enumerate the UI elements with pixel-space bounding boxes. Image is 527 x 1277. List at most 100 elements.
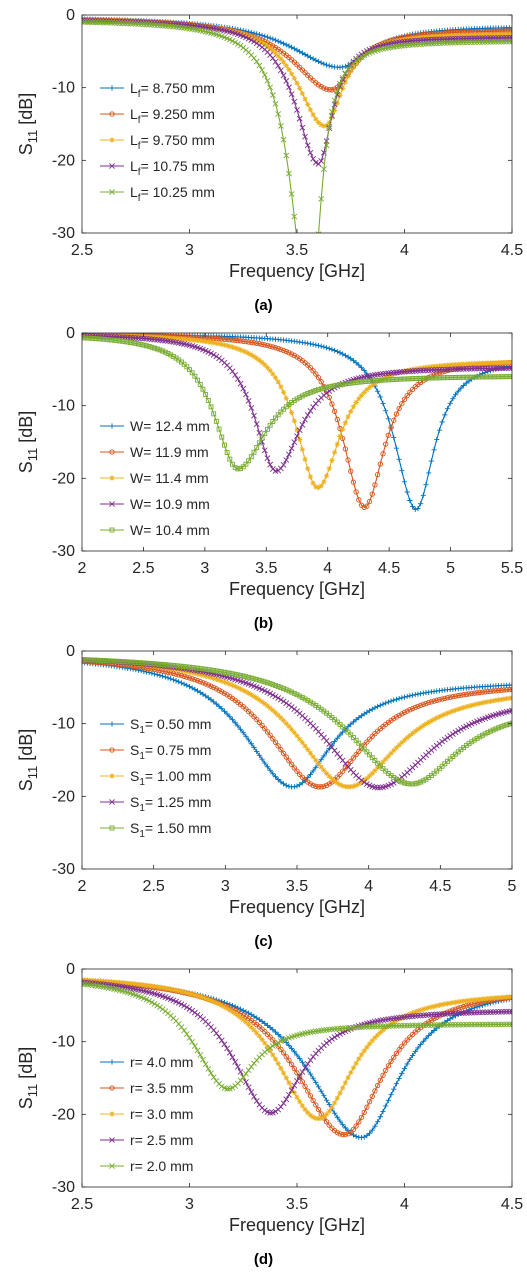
x-axis-label: Frequency [GHz]	[229, 261, 365, 281]
series-markers	[82, 335, 512, 472]
legend-swatch-marker	[109, 1163, 115, 1169]
caption-b: (b)	[253, 615, 274, 632]
x-tick-label: 2.5	[143, 878, 165, 895]
legend: r= 4.0 mm r= 3.5 mm r= 3.0 mm r= 2.5 mm r= 2…	[100, 1054, 193, 1174]
legend-item: S1= 0.50 mm	[100, 716, 211, 736]
series-group	[82, 333, 512, 512]
x-tick-label: 4.5	[378, 560, 400, 577]
legend-swatch-marker	[109, 189, 115, 195]
axes-box	[81, 650, 513, 870]
legend-item: Lf= 9.750 mm	[100, 132, 215, 152]
legend-item: W= 10.9 mm	[100, 496, 210, 512]
chart-panel-c: 2 2.5 3 3.5 4 4.5 5 0 -10 -20 -30 Frequency [GHz] S1…	[0, 636, 527, 954]
y-tick-label: 0	[66, 325, 75, 342]
x-tick-label: 3.5	[286, 242, 308, 259]
chart-d: 2.5 3 3.5 4 4.5 0 -10 -20 -30 Frequency [GHz] S11 …	[16, 961, 523, 1235]
legend-label: W= 10.4 mm	[130, 522, 210, 538]
series-group	[82, 16, 512, 233]
chart-panel-d: 2.5 3 3.5 4 4.5 0 -10 -20 -30 Frequency [GHz] S11 …	[0, 954, 527, 1272]
chart-a: 2.5 3 3.5 4 4.5 0 -10 -20 -30 Frequency [GHz] S11 …	[16, 7, 523, 281]
legend: S1= 0.50 mm S1= 0.75 mm S1= 1.00 mm S1= 1.2…	[100, 716, 211, 840]
y-tick-label: -10	[52, 1034, 75, 1051]
series-markers	[82, 19, 512, 233]
y-tick-label: -10	[52, 716, 75, 733]
caption-d: (d)	[253, 1251, 274, 1268]
legend-item: r= 2.5 mm	[100, 1132, 193, 1148]
x-axis-label: Frequency [GHz]	[229, 579, 365, 599]
legend-label: W= 11.9 mm	[130, 444, 209, 460]
series-group	[82, 977, 512, 1141]
caption-c: (c)	[254, 933, 273, 950]
y-tick-label: 0	[66, 961, 75, 978]
legend-swatch-marker	[109, 1059, 115, 1065]
legend-label: S1= 0.75 mm	[130, 742, 211, 762]
y-tick-label: -30	[52, 225, 75, 242]
legend-label: r= 2.0 mm	[130, 1158, 193, 1174]
legend-item: S1= 1.00 mm	[100, 768, 211, 788]
series-markers	[82, 980, 512, 1092]
x-axis-label: Frequency [GHz]	[229, 897, 365, 917]
legend-item: W= 12.4 mm	[100, 418, 210, 434]
legend-swatch-marker	[109, 423, 115, 429]
x-tick-label: 5.5	[501, 560, 523, 577]
x-tick-label: 3	[221, 878, 230, 895]
legend-item: r= 3.5 mm	[100, 1080, 193, 1096]
legend-item: Lf= 10.75 mm	[100, 158, 215, 178]
y-axis-label: S11 [dB]	[16, 729, 40, 792]
legend-swatch-marker	[109, 527, 115, 533]
legend-swatch-marker	[109, 137, 115, 143]
x-tick-label: 4	[400, 242, 409, 259]
legend-item: S1= 1.50 mm	[100, 820, 211, 840]
legend-item: r= 3.0 mm	[100, 1106, 193, 1122]
series-markers	[82, 657, 512, 787]
legend-swatch-marker	[109, 111, 115, 117]
series-line	[82, 21, 512, 233]
series-5	[82, 980, 512, 1092]
y-tick-label: -20	[52, 788, 75, 805]
x-tick-label: 3	[185, 1196, 194, 1213]
legend-label: W= 10.9 mm	[130, 496, 210, 512]
legend-label: Lf= 10.25 mm	[130, 184, 215, 204]
y-tick-label: -20	[52, 1106, 75, 1123]
y-tick-label: 0	[66, 7, 75, 24]
x-tick-label: 3.5	[286, 878, 308, 895]
legend-item: W= 11.4 mm	[100, 470, 209, 486]
legend-item: S1= 1.25 mm	[100, 794, 211, 814]
legend-item: Lf= 10.25 mm	[100, 184, 215, 204]
y-tick-label: -10	[52, 398, 75, 415]
x-tick-label: 4	[364, 878, 373, 895]
x-tick-label: 2	[78, 878, 87, 895]
legend-item: W= 11.9 mm	[100, 444, 209, 460]
legend-swatch-marker	[109, 747, 115, 753]
legend-label: W= 12.4 mm	[130, 418, 210, 434]
legend-item: Lf= 9.250 mm	[100, 106, 215, 126]
legend-label: Lf= 9.750 mm	[130, 132, 215, 152]
legend-label: S1= 1.00 mm	[130, 768, 211, 788]
y-tick-label: -20	[52, 470, 75, 487]
chart-c: 2 2.5 3 3.5 4 4.5 5 0 -10 -20 -30 Frequency [GHz] S1…	[16, 643, 517, 917]
legend-item: Lf= 8.750 mm	[100, 80, 215, 100]
y-tick-label: -30	[52, 1179, 75, 1196]
x-tick-label: 5	[508, 878, 517, 895]
legend-label: S1= 1.50 mm	[130, 820, 211, 840]
legend-swatch-marker	[109, 475, 115, 481]
legend-swatch-marker	[109, 799, 115, 805]
legend-swatch-marker	[109, 1085, 115, 1091]
series-group	[82, 656, 512, 791]
legend-swatch-marker	[109, 449, 115, 455]
series-5	[82, 657, 512, 787]
y-tick-label: -10	[52, 80, 75, 97]
x-tick-label: 3	[200, 560, 209, 577]
x-tick-label: 4	[400, 1196, 409, 1213]
legend-swatch-marker	[109, 501, 115, 507]
series-5	[82, 19, 512, 233]
legend-swatch-marker	[109, 1137, 115, 1143]
legend-swatch-marker	[109, 85, 115, 91]
legend-item: S1= 0.75 mm	[100, 742, 211, 762]
series-markers	[82, 333, 512, 491]
y-tick-label: -20	[52, 152, 75, 169]
chart-panel-a: 2.5 3 3.5 4 4.5 0 -10 -20 -30 Frequency [GHz] S11 …	[0, 0, 527, 318]
axes-box	[81, 332, 513, 552]
y-tick-label: -30	[52, 861, 75, 878]
legend-label: r= 2.5 mm	[130, 1132, 193, 1148]
